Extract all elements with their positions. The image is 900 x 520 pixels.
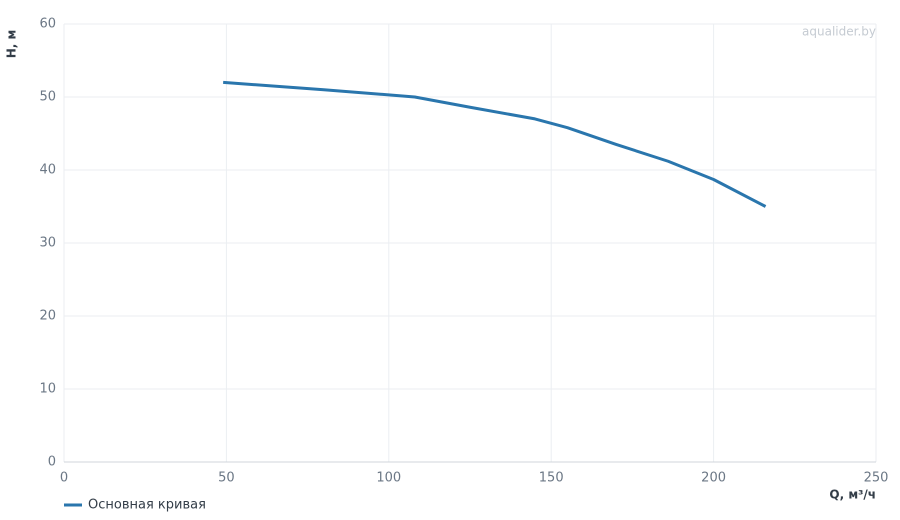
x-tick-label: 100 — [376, 471, 401, 486]
y-axis-title: H, м — [5, 30, 19, 59]
y-tick-label: 60 — [39, 17, 56, 32]
y-tick-label: 0 — [48, 455, 56, 470]
x-tick-label: 150 — [539, 471, 564, 486]
watermark: aqualider.by — [802, 25, 876, 39]
x-tick-label: 200 — [701, 471, 726, 486]
x-tick-label: 50 — [218, 471, 235, 486]
line — [223, 80, 767, 208]
x-tick-label: 0 — [60, 471, 68, 486]
y-tick-label: 20 — [39, 309, 56, 324]
y-tick-label: 50 — [39, 90, 56, 105]
y-tick-label: 30 — [39, 236, 56, 251]
x-tick-label: 250 — [864, 471, 889, 486]
x-axis-title: Q, м³/ч — [829, 488, 876, 502]
y-tick-label: 10 — [39, 382, 56, 397]
legend-label: Основная кривая — [88, 498, 206, 513]
y-tick-label: 40 — [39, 163, 56, 178]
